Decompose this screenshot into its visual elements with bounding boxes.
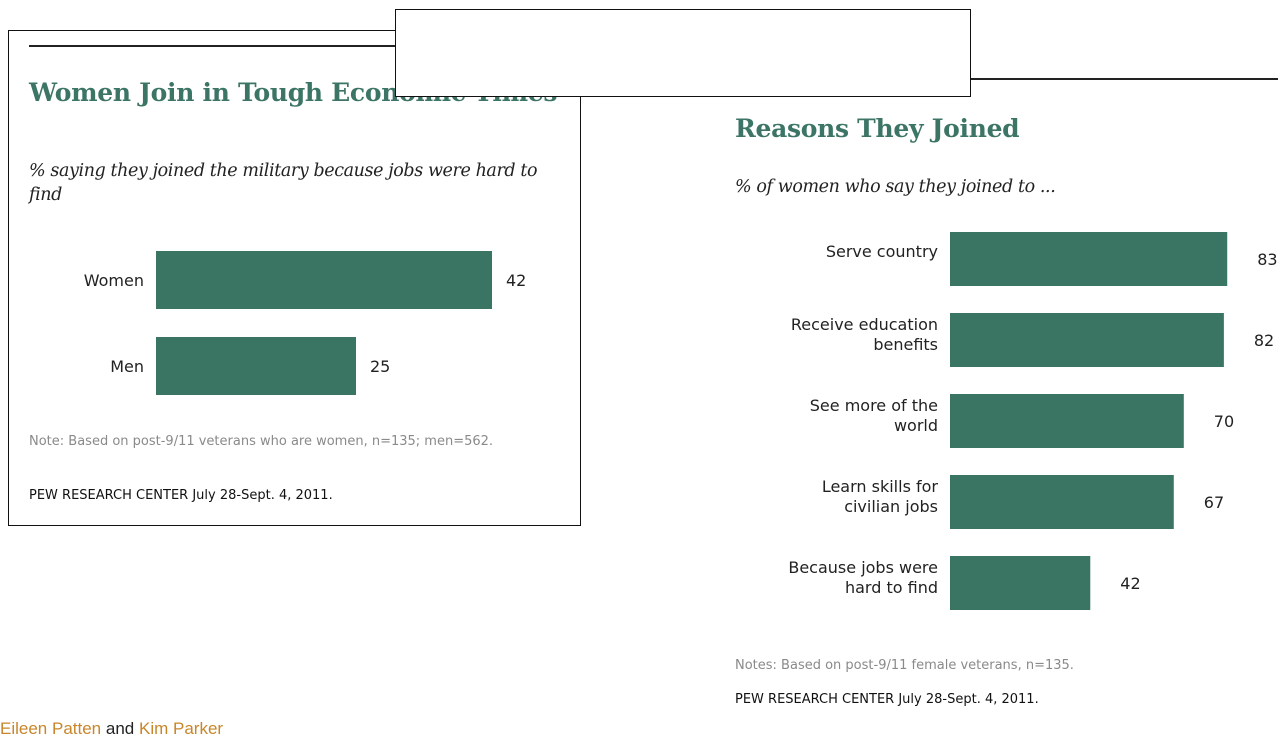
left-top-rule: [29, 45, 569, 47]
value-label-4: 42: [1120, 574, 1140, 593]
bar-0: [156, 251, 492, 309]
left-chart-note: Note: Based on post-9/11 veterans who ar…: [29, 434, 494, 449]
right-top-rule: [971, 78, 1278, 80]
bar-1: [950, 313, 1224, 367]
category-label-4-line-0: Because jobs were: [788, 558, 938, 577]
redaction-box: [395, 9, 971, 97]
category-label-2-line-1: world: [894, 416, 938, 435]
category-label-0-line-0: Serve country: [826, 242, 938, 261]
bar-2: [950, 394, 1184, 448]
right-chart-title: Reasons They Joined: [735, 114, 1020, 143]
left-bar-chart: Women 42 Men 25: [84, 251, 526, 395]
author-line: Eileen Patten and Kim Parker: [0, 718, 223, 740]
right-chart-source: PEW RESEARCH CENTER July 28-Sept. 4, 201…: [735, 692, 1039, 707]
value-label-2: 70: [1214, 412, 1234, 431]
category-label-1-line-0: Receive education: [791, 315, 938, 334]
bar-4: [950, 556, 1091, 610]
category-label-2-line-0: See more of the: [810, 396, 938, 415]
author-conjunction: and: [105, 719, 135, 738]
category-label-1-line-1: benefits: [873, 335, 938, 354]
author-link-1[interactable]: Eileen Patten: [0, 719, 102, 738]
bar-3: [950, 475, 1174, 529]
left-chart-source: PEW RESEARCH CENTER July 28-Sept. 4, 201…: [29, 488, 333, 503]
category-label-3-line-0: Learn skills for: [822, 477, 939, 496]
bar-1: [156, 337, 356, 395]
category-label-0: Women: [84, 271, 144, 290]
value-label-1: 82: [1254, 331, 1274, 350]
value-label-0: 83: [1257, 250, 1277, 269]
right-chart-subtitle: % of women who say they joined to ...: [735, 177, 1056, 197]
category-label-4-line-1: hard to find: [845, 578, 938, 597]
left-chart-panel: Women Join in Tough Economic Times % say…: [8, 30, 581, 526]
value-label-0: 42: [506, 271, 526, 290]
value-label-1: 25: [370, 357, 390, 376]
left-chart-subtitle: % saying they joined the military becaus…: [29, 161, 538, 205]
bar-0: [950, 232, 1228, 286]
author-link-2[interactable]: Kim Parker: [138, 719, 224, 738]
category-label-3-line-1: civilian jobs: [844, 497, 938, 516]
right-chart-note: Notes: Based on post-9/11 female veteran…: [735, 658, 1074, 673]
right-bar-chart: Serve country 83 Receive educationbenefits…: [788, 232, 1278, 610]
category-label-1: Men: [110, 357, 144, 376]
value-label-3: 67: [1204, 493, 1224, 512]
